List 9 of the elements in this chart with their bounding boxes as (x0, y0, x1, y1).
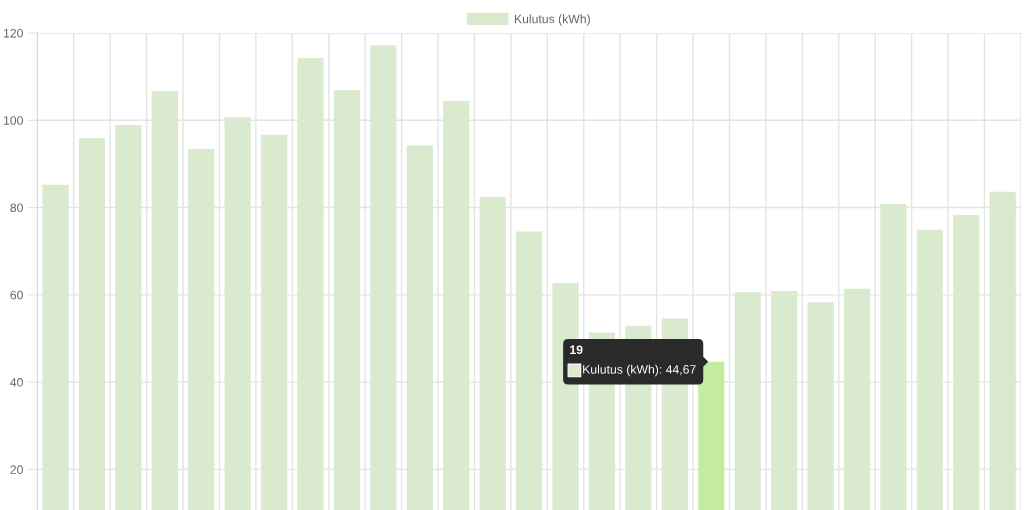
y-tick-label: 120 (3, 28, 23, 38)
y-tick-label: 60 (10, 290, 23, 300)
annotation: Kulutus (kWh): 44,67 (583, 364, 696, 377)
annotation: 19 (570, 345, 583, 355)
y-tick-label: 40 (10, 378, 23, 387)
y-tick-label: 100 (3, 116, 23, 125)
y-tick-label: 80 (10, 203, 23, 213)
y-tick-label: 20 (10, 465, 23, 474)
legend-label: Kulutus (kWh) (514, 14, 590, 26)
